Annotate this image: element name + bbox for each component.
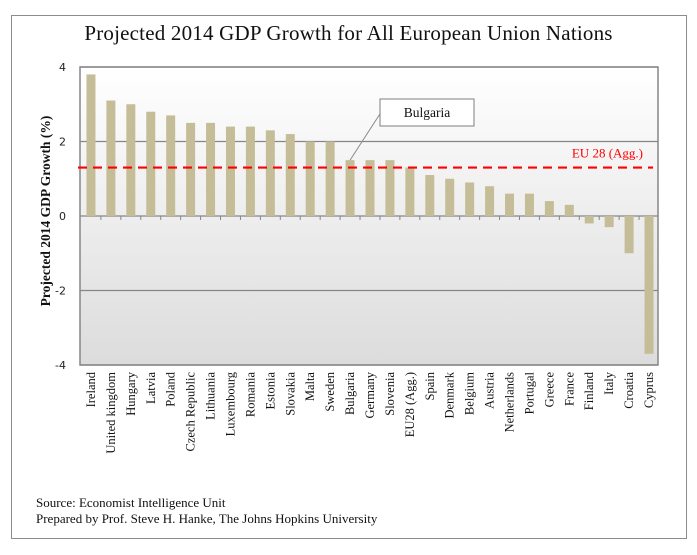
x-tick-label: Slovenia xyxy=(383,372,397,416)
x-tick-label: Spain xyxy=(423,371,437,400)
bar xyxy=(325,141,335,216)
x-tick-label: Czech Republic xyxy=(184,372,198,452)
bar xyxy=(385,160,395,216)
bar xyxy=(305,141,315,216)
x-tick-label: Denmark xyxy=(443,371,457,418)
x-tick-label: Romania xyxy=(243,372,257,418)
y-tick-label: 0 xyxy=(59,210,66,223)
x-tick-label: Austria xyxy=(483,372,497,409)
bar xyxy=(445,178,455,216)
bar xyxy=(126,104,136,216)
x-tick-label: Latvia xyxy=(144,372,158,404)
y-tick-label: -4 xyxy=(55,359,66,372)
bar xyxy=(524,193,534,216)
x-tick-label: Bulgaria xyxy=(343,372,357,415)
y-tick-label: 4 xyxy=(59,61,66,74)
y-tick-label: -2 xyxy=(55,285,66,298)
x-tick-label: Lithuania xyxy=(204,372,218,420)
x-tick-label: Malta xyxy=(303,372,317,402)
eu28-reference-label: EU 28 (Agg.) xyxy=(572,146,643,161)
bar xyxy=(86,74,96,216)
bar xyxy=(365,160,375,216)
bar xyxy=(405,167,415,216)
x-tick-label: Cyprus xyxy=(642,372,656,408)
x-tick-label: Netherlands xyxy=(503,372,517,433)
x-tick-label: France xyxy=(562,372,576,406)
bar xyxy=(505,193,515,216)
x-tick-label: Finland xyxy=(582,371,596,410)
bar xyxy=(485,186,495,216)
x-tick-label: Hungary xyxy=(124,371,138,415)
y-tick-label: 2 xyxy=(59,136,66,149)
x-tick-label: EU28 (Agg.) xyxy=(403,372,417,437)
x-tick-label: Croatia xyxy=(622,372,636,409)
x-tick-label: Slovakia xyxy=(283,372,297,416)
x-tick-label: Poland xyxy=(164,371,178,406)
bar xyxy=(604,216,614,228)
bar xyxy=(544,201,554,216)
bar xyxy=(225,126,235,216)
bar xyxy=(285,134,295,216)
x-tick-label: Germany xyxy=(363,371,377,418)
bar xyxy=(644,216,654,354)
bar xyxy=(345,160,355,216)
source-note: Source: Economist Intelligence Unit xyxy=(36,495,226,510)
bar xyxy=(245,126,255,216)
x-tick-label: Greece xyxy=(542,372,556,408)
bar xyxy=(106,100,116,216)
bar xyxy=(584,216,594,224)
x-tick-label: Ireland xyxy=(84,371,98,407)
bulgaria-callout-leader xyxy=(349,113,381,161)
bar xyxy=(265,130,275,216)
prepared-by-note: Prepared by Prof. Steve H. Hanke, The Jo… xyxy=(36,511,378,526)
chart-title: Projected 2014 GDP Growth for All Europe… xyxy=(84,21,613,45)
bulgaria-callout-text: Bulgaria xyxy=(404,105,451,120)
x-tick-label: Italy xyxy=(602,371,616,395)
bar xyxy=(564,204,574,216)
bar xyxy=(425,175,435,216)
bar xyxy=(186,122,196,216)
x-tick-label: Estonia xyxy=(263,372,277,410)
bar xyxy=(146,111,156,216)
bar xyxy=(624,216,634,254)
x-tick-label: Luxembourg xyxy=(223,371,237,436)
bar xyxy=(166,115,176,216)
y-axis-label: Projected 2014 GDP Growth (%) xyxy=(38,116,53,307)
bar xyxy=(465,182,475,216)
footer: Source: Economist Intelligence Unit Prep… xyxy=(36,495,377,527)
bar xyxy=(206,122,216,216)
x-tick-label: Belgium xyxy=(463,372,477,415)
x-tick-label: Sweden xyxy=(323,371,337,411)
bulgaria-callout-box xyxy=(379,98,475,127)
x-tick-label: United kingdom xyxy=(104,372,118,454)
x-tick-label: Portugal xyxy=(522,371,536,414)
